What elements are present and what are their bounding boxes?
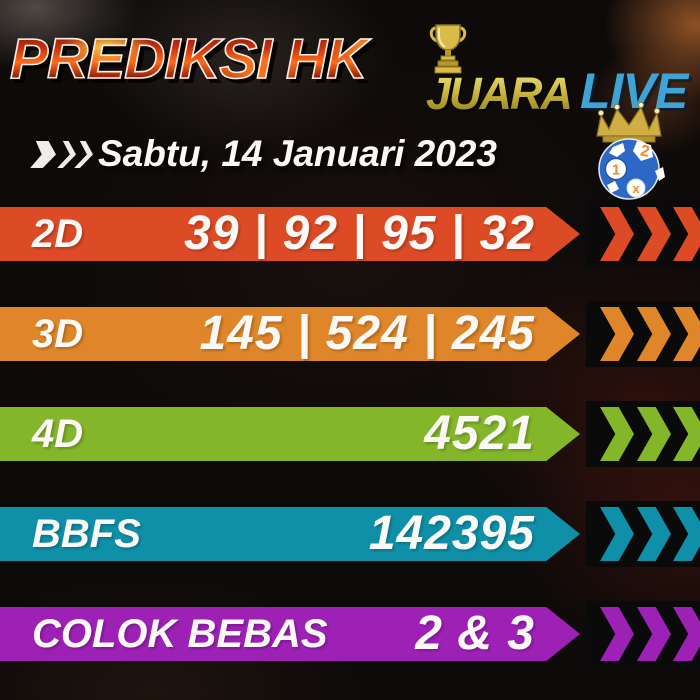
chevron-right-icon — [637, 307, 671, 361]
ball-number-2: 2 — [639, 142, 651, 160]
row-label: COLOK BEBAS — [32, 612, 328, 656]
prediction-row-3d: 3D 145 | 524 | 245 — [0, 301, 700, 367]
crown-icon — [596, 101, 662, 143]
tail-strip — [586, 601, 700, 667]
row-value: 142395 — [368, 507, 535, 560]
chevron-right-icon — [637, 507, 671, 561]
chevron-right-icon — [600, 307, 634, 361]
row-value: 2 & 3 — [415, 607, 535, 660]
brand-live-text: LIVE — [580, 63, 688, 119]
brand-juara-text: JUARA — [426, 68, 573, 119]
chevron-right-icon — [673, 507, 700, 561]
chevron-right-icon — [600, 407, 634, 461]
chevron-right-icon — [673, 207, 700, 261]
chevron-right-icon — [600, 607, 634, 661]
chevron-right-icon — [673, 607, 700, 661]
tail-strip — [586, 301, 700, 367]
prediction-row-colok-bebas: COLOK BEBAS 2 & 3 — [0, 601, 700, 667]
arrow-bar: 2D 39 | 92 | 95 | 32 — [0, 207, 580, 261]
row-value: 4521 — [424, 407, 535, 460]
prediction-row-bbfs: BBFS 142395 — [0, 501, 700, 567]
trophy-icon — [429, 24, 467, 74]
chevron-right-icon — [637, 207, 671, 261]
chevron-right-icon — [600, 507, 634, 561]
chevron-right-icon — [673, 407, 700, 461]
chevron-right-icon — [600, 207, 634, 261]
ball-letter-x: x — [632, 181, 640, 196]
date-label: Sabtu, 14 Januari 2023 — [98, 133, 497, 174]
arrow-bar: 4D 4521 — [0, 407, 580, 461]
row-label: 4D — [32, 412, 84, 456]
row-label: 3D — [32, 312, 84, 356]
chevron-right-icon — [637, 407, 671, 461]
ball-number-1: 1 — [612, 162, 620, 179]
prediction-row-2d: 2D 39 | 92 | 95 | 32 — [0, 201, 700, 267]
row-value: 39 | 92 | 95 | 32 — [184, 207, 535, 260]
football-icon: 1 2 x — [598, 138, 665, 200]
arrow-bar: COLOK BEBAS 2 & 3 — [0, 607, 580, 661]
row-label: BBFS — [32, 512, 141, 556]
triple-chevron-right-icon — [30, 141, 96, 168]
prediction-row-4d: 4D 4521 — [0, 401, 700, 467]
chevron-right-icon — [637, 607, 671, 661]
chevron-right-icon — [673, 307, 700, 361]
tail-strip — [586, 401, 700, 467]
tail-strip — [586, 501, 700, 567]
row-label: 2D — [32, 212, 84, 256]
page-title: PREDIKSI HK — [9, 26, 450, 92]
football-crown-logo: 1 2 x — [596, 101, 665, 200]
arrow-bar: BBFS 142395 — [0, 507, 580, 561]
arrow-bar: 3D 145 | 524 | 245 — [0, 307, 580, 361]
tail-strip — [586, 201, 700, 267]
brand-logo: JUARA LIVE — [426, 58, 688, 119]
row-value: 145 | 524 | 245 — [199, 307, 535, 360]
